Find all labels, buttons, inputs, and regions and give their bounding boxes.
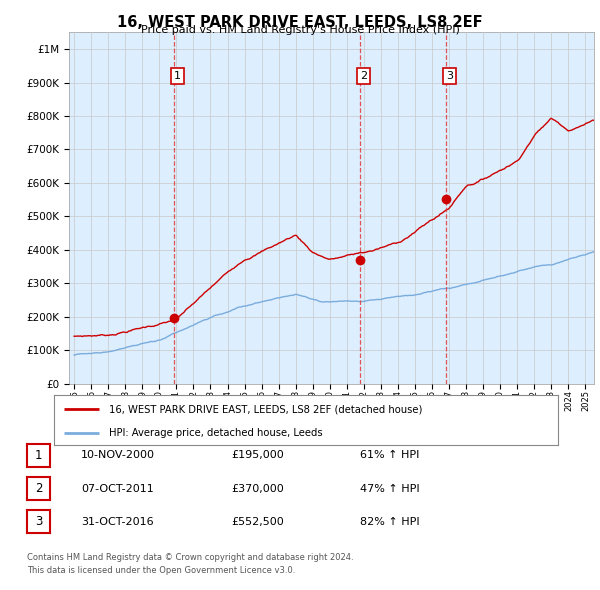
Bar <box>174 32 360 384</box>
Text: 16, WEST PARK DRIVE EAST, LEEDS, LS8 2EF (detached house): 16, WEST PARK DRIVE EAST, LEEDS, LS8 2EF… <box>109 404 423 414</box>
Text: £195,000: £195,000 <box>231 451 284 460</box>
Text: 07-OCT-2011: 07-OCT-2011 <box>81 484 154 493</box>
Text: 10-NOV-2000: 10-NOV-2000 <box>81 451 155 460</box>
Text: Contains HM Land Registry data © Crown copyright and database right 2024.
This d: Contains HM Land Registry data © Crown c… <box>27 553 353 575</box>
Text: Price paid vs. HM Land Registry's House Price Index (HPI): Price paid vs. HM Land Registry's House … <box>140 25 460 35</box>
Bar <box>446 32 594 384</box>
Text: 31-OCT-2016: 31-OCT-2016 <box>81 517 154 526</box>
Text: 61% ↑ HPI: 61% ↑ HPI <box>360 451 419 460</box>
Text: 3: 3 <box>35 515 42 528</box>
Text: 1: 1 <box>174 71 181 81</box>
Text: 2: 2 <box>360 71 367 81</box>
Text: £370,000: £370,000 <box>231 484 284 493</box>
Text: £552,500: £552,500 <box>231 517 284 526</box>
Text: 16, WEST PARK DRIVE EAST, LEEDS, LS8 2EF: 16, WEST PARK DRIVE EAST, LEEDS, LS8 2EF <box>117 15 483 30</box>
Bar <box>69 32 174 384</box>
Bar <box>360 32 446 384</box>
Text: 82% ↑ HPI: 82% ↑ HPI <box>360 517 419 526</box>
Text: 2: 2 <box>35 482 42 495</box>
Text: HPI: Average price, detached house, Leeds: HPI: Average price, detached house, Leed… <box>109 428 323 438</box>
Text: 47% ↑ HPI: 47% ↑ HPI <box>360 484 419 493</box>
Text: 1: 1 <box>35 449 42 462</box>
Text: 3: 3 <box>446 71 453 81</box>
